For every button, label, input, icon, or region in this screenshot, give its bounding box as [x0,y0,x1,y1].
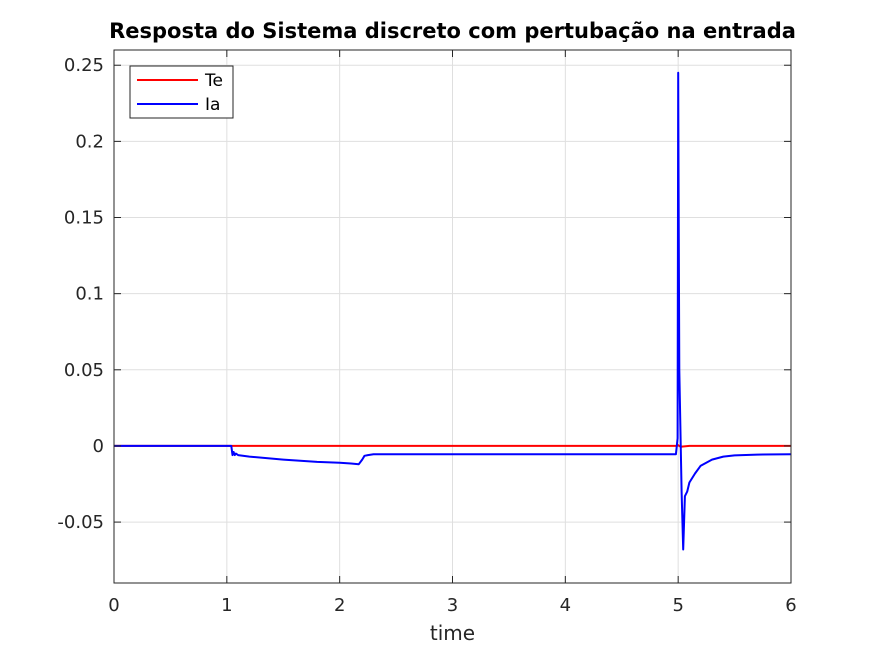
chart-title: Resposta do Sistema discreto com pertuba… [109,19,796,43]
x-tick-label: 6 [785,595,796,616]
x-tick-label: 1 [221,595,232,616]
tick-marks [113,50,792,583]
series-layer [114,71,792,551]
series-line-ia [114,71,792,551]
y-tick-label: -0.05 [57,512,104,533]
x-tick-label: 2 [334,595,345,616]
legend: Te Ia [129,65,234,119]
y-tick-label: 0.25 [64,55,104,76]
y-tick-labels: -0.05 0 0.05 0.1 0.15 0.2 0.25 [57,55,104,533]
x-tick-label: 0 [108,595,119,616]
x-tick-label: 3 [447,595,458,616]
x-tick-labels: 0 1 2 3 4 5 6 [108,595,796,616]
legend-label-ia: Ia [205,95,220,115]
legend-label-te: Te [204,71,223,91]
x-tick-label: 5 [672,595,683,616]
x-axis-label: time [430,621,475,645]
y-tick-label: 0.05 [64,360,104,381]
y-tick-label: 0 [93,436,104,457]
y-tick-label: 0.2 [75,131,104,152]
legend-box [129,65,234,119]
y-tick-label: 0.1 [75,284,104,305]
y-tick-label: 0.15 [64,208,104,229]
x-tick-label: 4 [560,595,571,616]
